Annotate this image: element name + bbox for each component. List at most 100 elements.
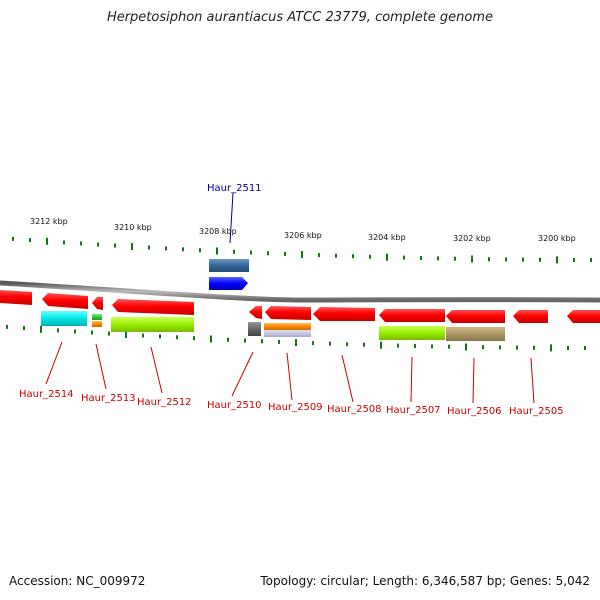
cog-bar-haur-2509-b <box>264 330 311 337</box>
inner-tick <box>227 337 229 342</box>
outer-tick <box>318 253 320 258</box>
cog-bar-haur-2510 <box>248 322 261 336</box>
outer-tick <box>539 257 541 262</box>
gene-arrow-haur-2512[interactable] <box>112 299 194 315</box>
inner-tick <box>108 331 110 336</box>
genome-backbone <box>0 280 600 303</box>
outer-tick <box>556 256 558 264</box>
scale-label-3204: 3204 kbp <box>368 233 406 242</box>
inner-tick <box>346 342 348 347</box>
outer-tick <box>148 245 150 250</box>
gene-arrow-haur-2510[interactable] <box>249 306 262 319</box>
gene-arrow-haur-2514[interactable] <box>42 293 88 309</box>
inner-tick <box>567 345 569 350</box>
inner-tick <box>210 335 212 343</box>
inner-tick <box>261 339 263 344</box>
outer-tick <box>369 254 371 259</box>
scale-label-3212: 3212 kbp <box>30 217 68 226</box>
inner-tick <box>533 345 535 350</box>
inner-tick <box>40 325 42 333</box>
inner-tick <box>6 324 8 329</box>
gene-arrow-haur-2505[interactable] <box>513 310 548 323</box>
inner-tick <box>482 345 484 350</box>
gene-label-haur-2509[interactable]: Haur_2509 <box>268 402 323 413</box>
scale-label-3202: 3202 kbp <box>453 234 491 243</box>
outer-tick <box>403 255 405 260</box>
outer-tick <box>97 242 99 247</box>
genome-summary-text: Topology: circular; Length: 6,346,587 bp… <box>260 574 590 588</box>
inner-tick <box>414 344 416 349</box>
cog-bar-haur-2512 <box>111 317 194 332</box>
gene-label-haur-2507[interactable]: Haur_2507 <box>386 405 441 416</box>
inner-tick-scale <box>6 324 586 352</box>
gene-arrow-haur-2511[interactable] <box>209 277 248 290</box>
inner-tick <box>584 345 586 350</box>
inner-tick <box>278 339 280 344</box>
gene-arrow-haur-2508[interactable] <box>313 307 375 321</box>
outer-tick <box>63 240 65 245</box>
gene-label-haur-2506[interactable]: Haur_2506 <box>447 406 502 417</box>
gene-arrow-left-edge[interactable] <box>0 290 32 305</box>
outer-tick <box>12 236 14 241</box>
gene-label-haur-2511[interactable]: Haur_2511 <box>207 183 262 194</box>
inner-tick <box>295 339 297 347</box>
outer-tick <box>420 256 422 261</box>
inner-tick <box>176 335 178 340</box>
outer-tick <box>216 247 218 255</box>
scale-label-3206: 3206 kbp <box>284 231 322 240</box>
inner-tick <box>380 341 382 349</box>
outer-tick <box>573 257 575 262</box>
outer-tick <box>114 243 116 248</box>
outer-tick <box>471 255 473 263</box>
outer-tick <box>335 253 337 258</box>
gene-arrows-minus-strand <box>0 290 600 323</box>
gene-label-leaders <box>45 192 535 404</box>
cog-bar-haur-2513-b <box>92 321 102 327</box>
outer-tick <box>522 257 524 262</box>
cog-bar-haur-2509-a <box>264 323 311 330</box>
inner-tick <box>193 336 195 341</box>
gene-label-haur-2508[interactable]: Haur_2508 <box>327 404 382 415</box>
cog-bar-haur-2507 <box>379 326 445 340</box>
gene-label-haur-2513[interactable]: Haur_2513 <box>81 393 136 404</box>
cog-bar-haur-2511 <box>209 259 249 272</box>
scale-label-3200: 3200 kbp <box>538 234 576 243</box>
inner-tick <box>74 329 76 334</box>
inner-tick <box>125 331 127 339</box>
inner-tick <box>397 343 399 348</box>
outer-tick <box>267 251 269 256</box>
cog-bar-haur-2514 <box>41 311 87 326</box>
inner-tick <box>363 342 365 347</box>
gene-label-haur-2505[interactable]: Haur_2505 <box>509 406 564 417</box>
inner-tick <box>142 333 144 338</box>
gene-label-haur-2512[interactable]: Haur_2512 <box>137 397 192 408</box>
inner-tick <box>312 341 314 346</box>
gene-arrow-haur-2506[interactable] <box>446 310 505 323</box>
outer-tick <box>352 254 354 259</box>
gene-arrow-haur-2509[interactable] <box>265 306 311 320</box>
gene-arrow-right-edge[interactable] <box>567 310 600 323</box>
inner-tick <box>516 345 518 350</box>
inner-tick <box>23 326 25 331</box>
gene-label-haur-2510[interactable]: Haur_2510 <box>207 400 262 411</box>
outer-tick <box>590 257 592 262</box>
outer-tick <box>505 257 507 262</box>
outer-tick-scale <box>12 236 592 264</box>
outer-tick <box>437 256 439 261</box>
gene-label-haur-2514[interactable]: Haur_2514 <box>19 389 74 400</box>
inner-tick <box>91 330 93 335</box>
outer-tick <box>233 249 235 254</box>
inner-tick <box>57 328 59 333</box>
inner-tick <box>329 341 331 346</box>
inner-tick <box>244 338 246 343</box>
map-title: Herpetosiphon aurantiacus ATCC 23779, co… <box>106 10 494 25</box>
scale-label-3210: 3210 kbp <box>114 223 152 232</box>
outer-tick <box>284 251 286 256</box>
outer-tick <box>165 246 167 251</box>
outer-tick <box>29 238 31 243</box>
outer-tick <box>301 251 303 259</box>
outer-tick <box>199 248 201 253</box>
gene-arrow-haur-2513[interactable] <box>92 297 103 310</box>
gene-arrow-haur-2507[interactable] <box>379 309 445 322</box>
